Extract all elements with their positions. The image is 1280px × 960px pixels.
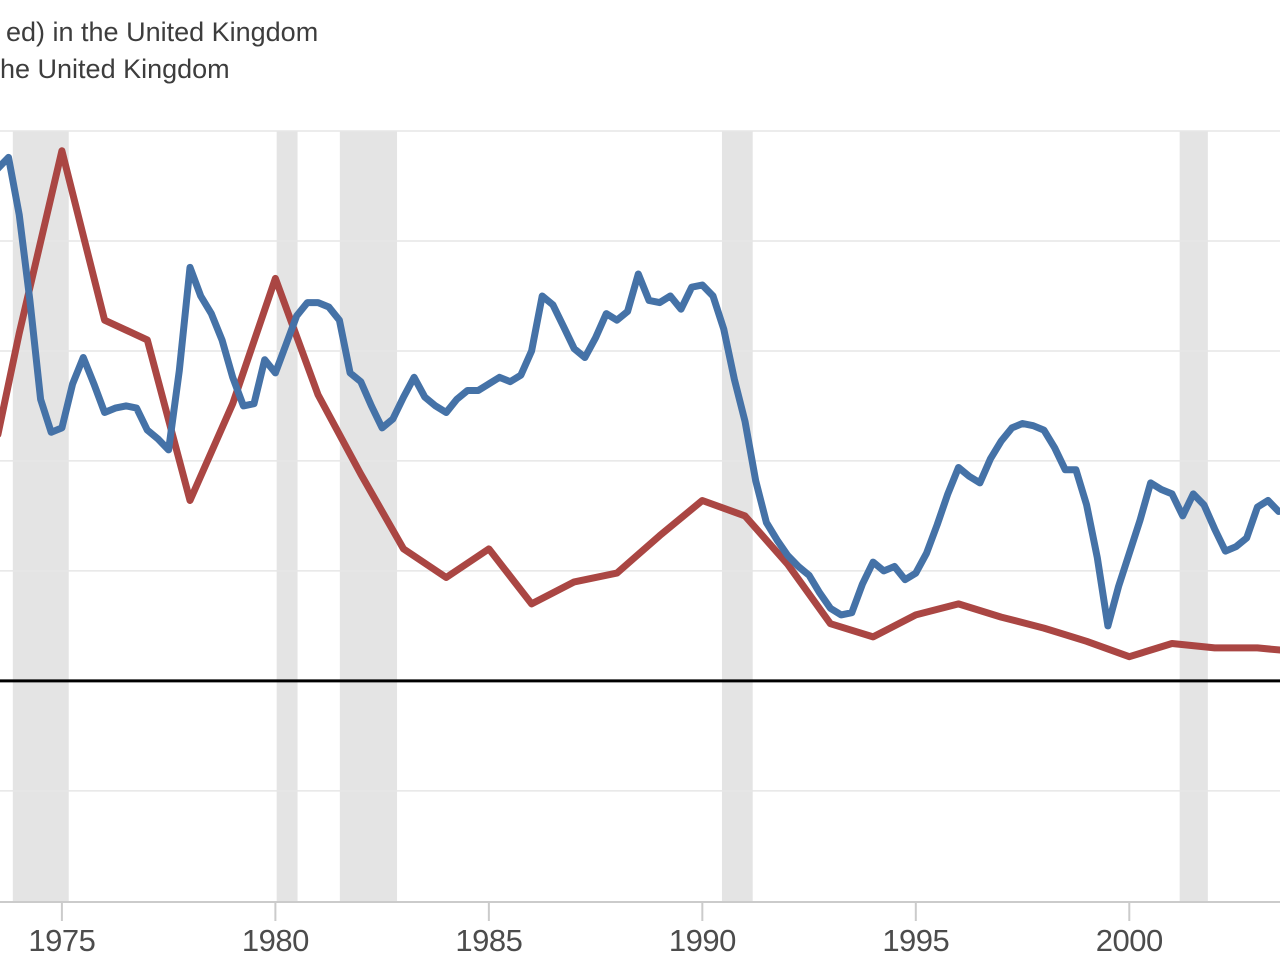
x-axis-label: 2000 — [1096, 923, 1163, 958]
blue-quarterly-series-line — [0, 153, 1280, 630]
legend-line-1: ed) in the United Kingdom — [6, 17, 319, 47]
x-axis-label: 1990 — [669, 923, 736, 958]
recession-band — [276, 131, 298, 903]
legend-line-2: he United Kingdom — [0, 54, 230, 84]
chart-legend: ed) in the United Kingdom he United King… — [0, 14, 318, 88]
x-axis-label: 1975 — [28, 923, 95, 958]
x-axis-label: 1995 — [882, 923, 949, 958]
x-axis-label: 1980 — [242, 923, 309, 958]
x-axis-label: 1985 — [455, 923, 522, 958]
red-annual-series-line — [0, 147, 1280, 661]
